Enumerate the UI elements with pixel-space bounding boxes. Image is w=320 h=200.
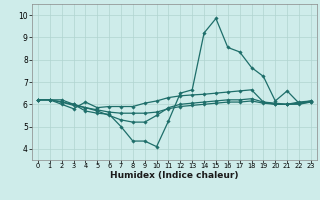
X-axis label: Humidex (Indice chaleur): Humidex (Indice chaleur) xyxy=(110,171,239,180)
